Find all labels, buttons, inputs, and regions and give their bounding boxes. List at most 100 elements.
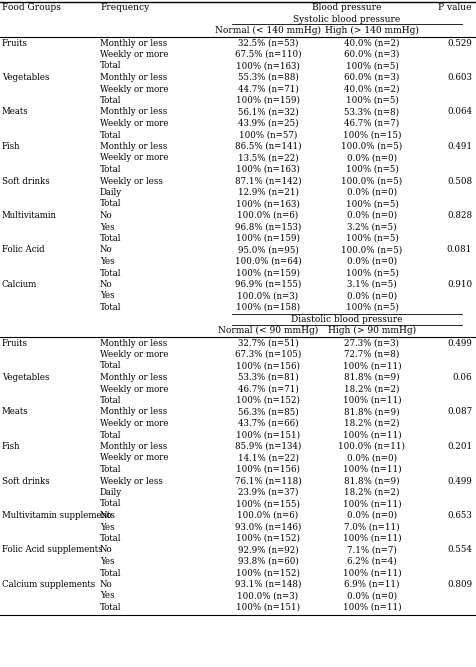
Text: Total: Total [100,500,121,508]
Text: 100% (n=5): 100% (n=5) [346,269,398,277]
Text: 95.0% (n=95): 95.0% (n=95) [238,245,298,255]
Text: 7.1% (n=7): 7.1% (n=7) [347,546,397,554]
Text: 0.0% (n=0): 0.0% (n=0) [347,153,397,163]
Text: 0.603: 0.603 [447,73,472,82]
Text: 100% (n=151): 100% (n=151) [236,603,300,612]
Text: 100.0% (n=11): 100.0% (n=11) [338,442,406,451]
Text: 40.0% (n=2): 40.0% (n=2) [344,39,400,47]
Text: 7.0% (n=11): 7.0% (n=11) [344,522,400,532]
Text: 56.1% (n=32): 56.1% (n=32) [238,107,298,117]
Text: Total: Total [100,396,121,405]
Text: Weekly or more: Weekly or more [100,350,169,359]
Text: 81.8% (n=9): 81.8% (n=9) [344,476,400,486]
Text: Weekly or more: Weekly or more [100,119,169,128]
Text: Fish: Fish [2,442,20,451]
Text: 100% (n=5): 100% (n=5) [346,61,398,71]
Text: 60.0% (n=3): 60.0% (n=3) [344,73,400,82]
Text: 0.0% (n=0): 0.0% (n=0) [347,188,397,197]
Text: 60.0% (n=3): 60.0% (n=3) [344,50,400,59]
Text: 100% (n=155): 100% (n=155) [236,500,300,508]
Text: Food Groups: Food Groups [2,3,61,12]
Text: 96.9% (n=155): 96.9% (n=155) [235,280,301,289]
Text: Calcium supplements: Calcium supplements [2,580,95,589]
Text: 27.3% (n=3): 27.3% (n=3) [345,338,399,348]
Text: Total: Total [100,568,121,578]
Text: 23.9% (n=37): 23.9% (n=37) [238,488,298,497]
Text: 53.3% (n=81): 53.3% (n=81) [238,373,298,382]
Text: 0.0% (n=0): 0.0% (n=0) [347,257,397,266]
Text: 100% (n=11): 100% (n=11) [343,500,401,508]
Text: 93.0% (n=146): 93.0% (n=146) [235,522,301,532]
Text: Total: Total [100,534,121,543]
Text: 100.0% (n=6): 100.0% (n=6) [238,511,298,520]
Text: Total: Total [100,165,121,174]
Text: High (> 90 mmHg): High (> 90 mmHg) [328,326,416,335]
Text: Fruits: Fruits [2,338,28,348]
Text: 100% (n=11): 100% (n=11) [343,568,401,578]
Text: Total: Total [100,131,121,139]
Text: 100% (n=163): 100% (n=163) [236,165,300,174]
Text: 55.3% (n=88): 55.3% (n=88) [238,73,298,82]
Text: Yes: Yes [100,291,115,301]
Text: 0.508: 0.508 [447,177,472,185]
Text: Monthly or less: Monthly or less [100,373,167,382]
Text: Multivitamin: Multivitamin [2,211,57,220]
Text: Daily: Daily [100,188,122,197]
Text: 0.0% (n=0): 0.0% (n=0) [347,454,397,462]
Text: 0.081: 0.081 [447,245,472,255]
Text: 100% (n=159): 100% (n=159) [236,234,300,243]
Text: Total: Total [100,96,121,105]
Text: 76.1% (n=118): 76.1% (n=118) [235,476,301,486]
Text: 43.9% (n=25): 43.9% (n=25) [238,119,298,128]
Text: Systolic blood pressure: Systolic blood pressure [293,15,401,23]
Text: 100.0% (n=64): 100.0% (n=64) [235,257,301,266]
Text: 0.0% (n=0): 0.0% (n=0) [347,211,397,220]
Text: 100% (n=5): 100% (n=5) [346,303,398,312]
Text: 3.2% (n=5): 3.2% (n=5) [347,223,397,231]
Text: Total: Total [100,603,121,612]
Text: Fruits: Fruits [2,39,28,47]
Text: Multivitamin supplements: Multivitamin supplements [2,511,115,520]
Text: 18.2% (n=2): 18.2% (n=2) [344,419,400,428]
Text: 100% (n=159): 100% (n=159) [236,96,300,105]
Text: 93.1% (n=148): 93.1% (n=148) [235,580,301,589]
Text: Monthly or less: Monthly or less [100,107,167,117]
Text: Folic Acid: Folic Acid [2,245,45,255]
Text: Yes: Yes [100,592,115,600]
Text: 100% (n=156): 100% (n=156) [236,362,300,370]
Text: No: No [100,245,113,255]
Text: 100% (n=5): 100% (n=5) [346,234,398,243]
Text: 100% (n=11): 100% (n=11) [343,465,401,474]
Text: 100% (n=11): 100% (n=11) [343,362,401,370]
Text: 43.7% (n=66): 43.7% (n=66) [238,419,298,428]
Text: 100.0% (n=5): 100.0% (n=5) [341,142,403,151]
Text: 100% (n=156): 100% (n=156) [236,465,300,474]
Text: 86.5% (n=141): 86.5% (n=141) [235,142,301,151]
Text: Vegetables: Vegetables [2,373,50,382]
Text: Soft drinks: Soft drinks [2,476,50,486]
Text: Normal (< 90 mmHg): Normal (< 90 mmHg) [218,326,318,335]
Text: Fish: Fish [2,142,20,151]
Text: Yes: Yes [100,522,115,532]
Text: Normal (< 140 mmHg): Normal (< 140 mmHg) [215,26,321,35]
Text: 96.8% (n=153): 96.8% (n=153) [235,223,301,231]
Text: 0.529: 0.529 [447,39,472,47]
Text: 18.2% (n=2): 18.2% (n=2) [344,384,400,394]
Text: Monthly or less: Monthly or less [100,408,167,416]
Text: Weekly or more: Weekly or more [100,419,169,428]
Text: 81.8% (n=9): 81.8% (n=9) [344,408,400,416]
Text: 85.9% (n=134): 85.9% (n=134) [235,442,301,451]
Text: Total: Total [100,234,121,243]
Text: 100% (n=57): 100% (n=57) [239,131,297,139]
Text: 100% (n=152): 100% (n=152) [236,534,300,543]
Text: 0.491: 0.491 [447,142,472,151]
Text: 100.0% (n=3): 100.0% (n=3) [238,592,298,600]
Text: 100% (n=152): 100% (n=152) [236,568,300,578]
Text: Monthly or less: Monthly or less [100,73,167,82]
Text: 100% (n=11): 100% (n=11) [343,534,401,543]
Text: 6.9% (n=11): 6.9% (n=11) [344,580,400,589]
Text: 0.910: 0.910 [447,280,472,289]
Text: Weekly or more: Weekly or more [100,153,169,163]
Text: 13.5% (n=22): 13.5% (n=22) [238,153,298,163]
Text: 100% (n=5): 100% (n=5) [346,165,398,174]
